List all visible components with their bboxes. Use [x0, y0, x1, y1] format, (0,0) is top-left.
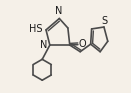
Text: HS: HS — [29, 24, 43, 34]
Text: N: N — [40, 40, 47, 50]
Text: S: S — [101, 16, 108, 26]
Text: N: N — [55, 6, 62, 16]
Text: O: O — [79, 39, 87, 49]
